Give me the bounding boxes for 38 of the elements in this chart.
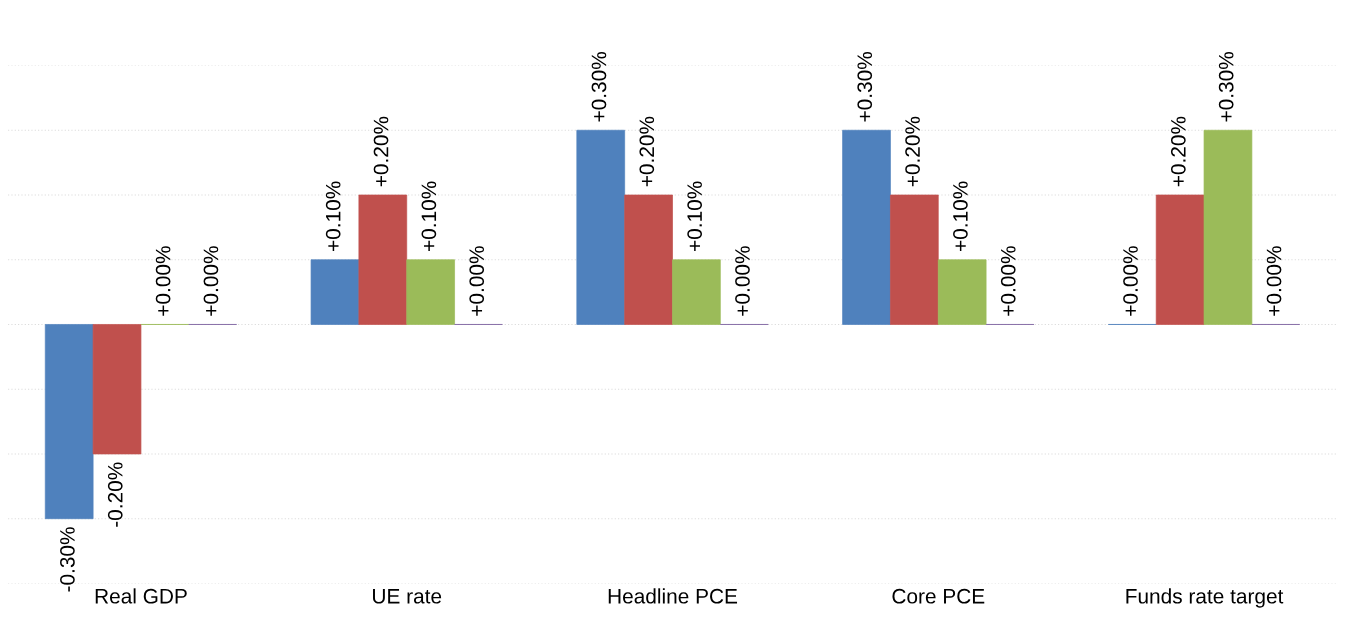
- data-label: +0.20%: [639, 116, 655, 187]
- data-label: +0.00%: [203, 246, 219, 316]
- data-label: +0.30%: [857, 51, 873, 122]
- data-label: -0.20%: [107, 462, 123, 527]
- data-label: +0.10%: [953, 181, 968, 251]
- bar: [937, 259, 987, 325]
- data-label: +0.00%: [155, 246, 171, 316]
- x-tick-label: UE rate: [373, 589, 442, 604]
- data-label: +0.10%: [325, 181, 341, 251]
- data-label: +0.00%: [735, 246, 750, 316]
- bar: [406, 259, 455, 325]
- bar: [672, 259, 721, 325]
- data-label: +0.20%: [1170, 116, 1186, 187]
- data-label: +0.30%: [1218, 51, 1234, 122]
- x-tick-label: Real GDP: [95, 588, 187, 604]
- bar: [310, 259, 360, 325]
- x-tick-label: Core PCE: [892, 588, 985, 604]
- data-label: +0.00%: [469, 246, 485, 316]
- bar: [358, 194, 408, 325]
- data-label: +0.20%: [373, 116, 389, 187]
- data-label: +0.00%: [1000, 246, 1016, 316]
- x-tick-label: Headline PCE: [608, 588, 738, 604]
- data-label: +0.10%: [421, 181, 437, 251]
- bar: [1155, 194, 1205, 325]
- bar: [44, 324, 94, 520]
- bar: [1203, 129, 1253, 325]
- data-label: +0.30%: [591, 51, 607, 122]
- data-label: +0.20%: [905, 116, 920, 187]
- x-tick-label: Funds rate target: [1126, 588, 1284, 608]
- bar: [92, 324, 142, 455]
- bar: [842, 129, 891, 325]
- data-label: +0.00%: [1266, 246, 1282, 316]
- bar: [576, 129, 626, 325]
- data-label: +0.10%: [687, 181, 703, 251]
- data-label: -0.30%: [60, 527, 75, 592]
- bar: [890, 194, 939, 325]
- data-label: +0.00%: [1123, 246, 1138, 316]
- bar: [624, 194, 673, 325]
